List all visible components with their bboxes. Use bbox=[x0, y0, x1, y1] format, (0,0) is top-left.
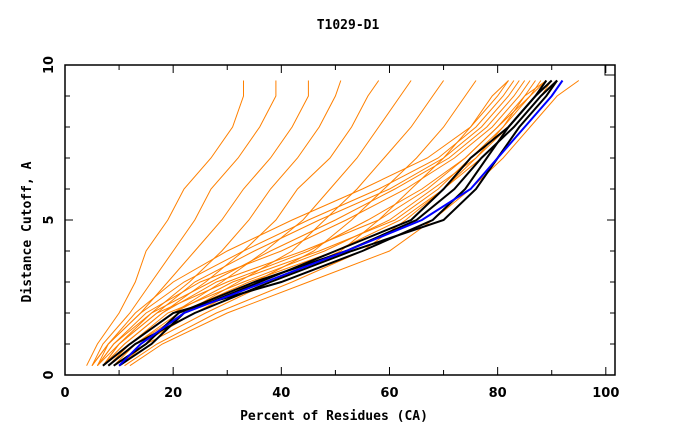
x-axis-label: Percent of Residues (CA) bbox=[240, 409, 428, 424]
corner-box bbox=[604, 64, 616, 76]
x-tick-label: 0 bbox=[60, 386, 69, 401]
series-line-o14 bbox=[97, 80, 531, 367]
series-line-o16 bbox=[91, 80, 509, 367]
x-tick-label: 20 bbox=[164, 386, 182, 401]
series-line-o21 bbox=[102, 80, 526, 366]
y-tick-label: 0 bbox=[42, 370, 57, 379]
y-tick-label: 5 bbox=[42, 215, 57, 224]
series-line-o20 bbox=[91, 80, 515, 367]
x-tick-label: 40 bbox=[272, 386, 290, 401]
series-line-o3 bbox=[96, 80, 309, 366]
series-line-o4 bbox=[97, 80, 342, 367]
series-line-o15 bbox=[113, 80, 553, 367]
series-layer bbox=[86, 79, 580, 367]
series-line-blue bbox=[118, 79, 564, 367]
y-axis-label: Distance Cutoff, A bbox=[20, 161, 35, 302]
series-line-o18 bbox=[97, 80, 520, 367]
x-tick-label: 60 bbox=[380, 386, 398, 401]
series-line-o1 bbox=[86, 80, 244, 366]
y-tick-label: 10 bbox=[42, 56, 57, 74]
series-line-o2 bbox=[91, 80, 277, 366]
series-line-black4 bbox=[118, 79, 553, 367]
x-tick-label: 80 bbox=[489, 386, 507, 401]
series-line-o17 bbox=[102, 80, 542, 367]
series-line-o6 bbox=[107, 80, 412, 367]
series-line-o10 bbox=[124, 80, 547, 367]
chart-title: T1029-D1 bbox=[317, 18, 380, 33]
x-tick-label: 100 bbox=[592, 386, 619, 401]
axes-layer: 0 20 40 60 80 100 0 5 10 bbox=[42, 56, 619, 401]
series-line-black3 bbox=[107, 79, 558, 367]
series-line-black2 bbox=[113, 79, 558, 367]
